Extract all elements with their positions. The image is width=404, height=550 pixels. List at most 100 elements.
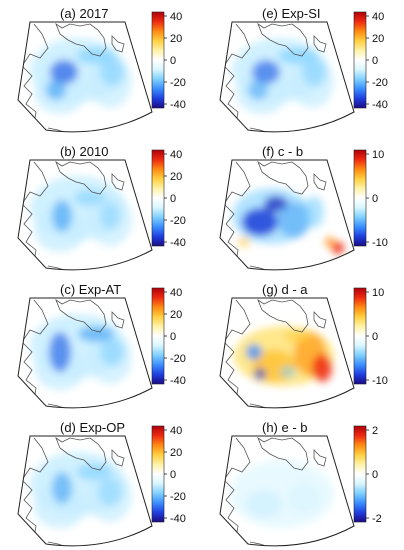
coastline xyxy=(223,22,327,132)
colorbar: 40 20 0 -20 -40 xyxy=(151,287,186,387)
coast-segment xyxy=(21,161,49,263)
field-patch xyxy=(52,200,72,232)
field-patch xyxy=(254,368,266,380)
coast-segment xyxy=(313,311,327,329)
coast-segment xyxy=(111,311,125,329)
colorbar-tick-label: 10 xyxy=(372,287,384,299)
coastline xyxy=(223,160,327,270)
coast-segment xyxy=(257,298,309,333)
colorbar-scale xyxy=(151,287,165,385)
field-patch xyxy=(246,344,262,360)
colorbar-tick-label: 20 xyxy=(170,33,182,45)
colorbar-tick-label: -20 xyxy=(170,353,186,365)
field-patch xyxy=(284,330,312,342)
anomaly-field xyxy=(230,460,334,528)
colorbar-tick-label: 20 xyxy=(170,309,182,321)
field-patch xyxy=(50,60,78,84)
map-frame xyxy=(17,297,153,409)
colorbar-tick-label: 0 xyxy=(372,331,378,343)
coast-segment xyxy=(21,23,49,125)
field-patch xyxy=(46,80,66,100)
coast-segment xyxy=(55,22,107,57)
map-frame xyxy=(17,21,153,133)
map-area xyxy=(219,159,355,271)
colorbar-scale xyxy=(353,11,367,109)
map-frame xyxy=(17,159,153,271)
coast-segment xyxy=(257,160,309,195)
anomaly-field xyxy=(30,314,132,390)
coast-segment xyxy=(223,299,251,401)
panel-h: (h) e - b 2 0 -2 xyxy=(219,420,382,547)
colorbar-tick-label: 20 xyxy=(170,171,182,183)
colorbar-tick-label: 0 xyxy=(372,193,378,205)
panel-c: (c) Exp-AT 40 20 0 -20 -40 xyxy=(17,282,186,409)
coast-segment xyxy=(223,23,251,125)
colorbar-tick-label: 0 xyxy=(170,331,176,343)
colorbar-tick-label: 40 xyxy=(170,287,182,299)
field-patch xyxy=(288,482,320,514)
map-area xyxy=(17,435,153,547)
colorbar: 10 0 -10 xyxy=(353,149,388,249)
field-patch xyxy=(100,338,124,366)
colorbar-tick-label: 40 xyxy=(170,425,182,437)
colorbar-tick-label: 40 xyxy=(170,11,182,23)
field-patch xyxy=(312,354,332,382)
field-patch xyxy=(252,60,280,84)
colorbar-tick-label: -10 xyxy=(372,237,388,249)
colorbar: 40 20 0 -20 -40 xyxy=(151,11,186,111)
map-frame xyxy=(219,159,355,271)
colorbar-scale xyxy=(353,149,367,247)
coast-segment xyxy=(111,35,125,53)
colorbar-tick-label: 2 xyxy=(372,425,378,437)
colorbar-tick-label: 40 xyxy=(170,149,182,161)
colorbar-scale xyxy=(151,149,165,247)
colorbar-tick-label: 0 xyxy=(170,469,176,481)
colorbar-tick-label: -10 xyxy=(372,375,388,387)
anomaly-field xyxy=(30,176,132,252)
panel-d: (d) Exp-OP 40 20 0 -20 -40 xyxy=(17,420,186,547)
anomaly-field xyxy=(30,38,132,114)
anomaly-field xyxy=(30,452,132,528)
colorbar: 2 0 -2 xyxy=(353,425,382,525)
colorbar-scale xyxy=(353,425,367,523)
panel-title: (c) Exp-AT xyxy=(60,282,121,297)
field-patch xyxy=(34,484,86,528)
panel-title: (f) c - b xyxy=(262,144,303,159)
colorbar-tick-label: 40 xyxy=(372,11,384,23)
panel-title: (d) Exp-OP xyxy=(60,420,125,435)
coast-segment xyxy=(55,298,107,333)
anomaly-field xyxy=(234,326,334,386)
colorbar-tick-label: -40 xyxy=(170,513,186,525)
field-patch xyxy=(248,80,268,100)
field-patch xyxy=(78,326,114,342)
colorbar-tick-label: -40 xyxy=(170,99,186,111)
colorbar-tick-label: 10 xyxy=(372,149,384,161)
map-area xyxy=(219,435,355,547)
map-area xyxy=(17,297,153,409)
field-patch xyxy=(98,478,122,506)
map-frame xyxy=(219,21,355,133)
panel-title: (b) 2010 xyxy=(60,144,108,159)
panel-title: (g) d - a xyxy=(262,282,308,297)
panel-f: (f) c - b 10 0 -10 xyxy=(219,144,388,271)
coast-segment xyxy=(21,299,49,401)
field-patch xyxy=(332,242,344,254)
colorbar-tick-label: -40 xyxy=(170,237,186,249)
panel-g: (g) d - a 10 0 -10 xyxy=(219,282,388,409)
field-patch xyxy=(100,58,124,86)
map-area xyxy=(17,21,153,133)
colorbar-tick-label: -40 xyxy=(372,99,388,111)
field-patch xyxy=(278,202,310,238)
coast-segment xyxy=(55,160,107,195)
panel-b: (b) 2010 40 20 0 -20 -40 xyxy=(17,144,186,271)
coastline xyxy=(21,22,125,132)
anomaly-field xyxy=(232,188,344,254)
colorbar-scale xyxy=(353,287,367,385)
map-area xyxy=(17,159,153,271)
panel-title: (a) 2017 xyxy=(60,6,108,21)
field-patch xyxy=(246,490,282,518)
anomaly-field xyxy=(232,38,334,114)
colorbar-tick-label: -20 xyxy=(170,491,186,503)
field-patch xyxy=(280,366,296,378)
